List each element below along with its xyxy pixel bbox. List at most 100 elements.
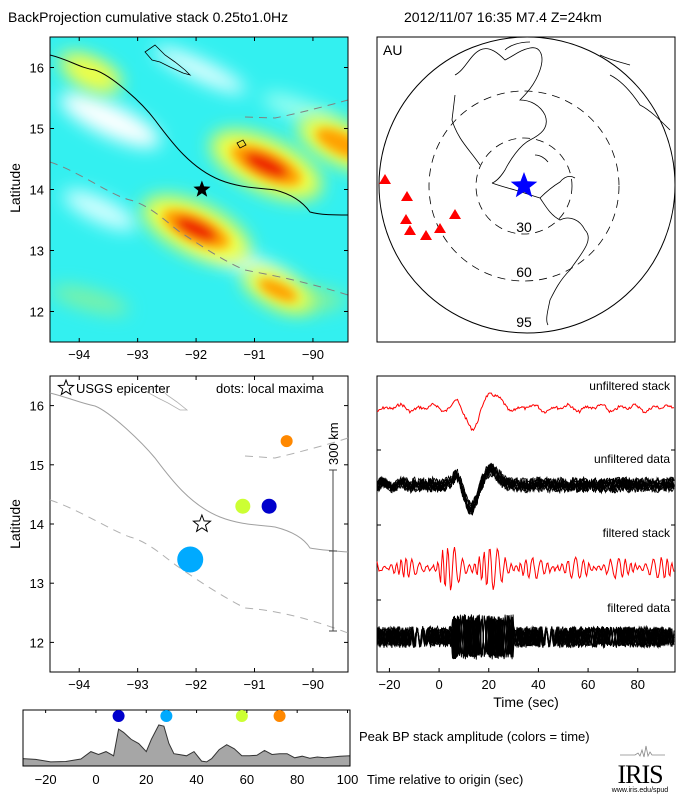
heatmap-axes: −94 −93 −92 −91 −90 12 13 14 15 16	[30, 37, 348, 362]
border-line	[244, 99, 348, 119]
island-outline	[236, 139, 247, 149]
heatmap-hotspots	[63, 55, 348, 313]
station-triangle-icon	[401, 191, 413, 201]
global-map-panel	[376, 36, 676, 343]
local-maximum-dot	[177, 546, 204, 573]
hotspot-core	[162, 209, 230, 249]
waveform-traces	[376, 392, 675, 660]
globe-epicenter-star-icon	[510, 172, 538, 198]
x-tick-label: −92	[185, 347, 207, 362]
x-tick-label: 80	[290, 772, 304, 787]
local-maxima-dots	[177, 435, 293, 573]
local-maxima-axes: −94 −93 −92 −91 −90 12 13 14 15 16	[30, 376, 348, 692]
station-triangle-icon	[379, 174, 391, 184]
ring-label: 95	[516, 314, 532, 330]
trench-line	[50, 161, 348, 296]
x-tick-label: −90	[302, 347, 324, 362]
hotspot-core	[315, 128, 348, 160]
x-tick-label: 40	[531, 677, 545, 692]
local-maximum-dot	[280, 435, 293, 448]
local-maximum-dot	[261, 498, 277, 514]
y-tick-label: 16	[30, 61, 44, 76]
latitude-label-top: Latitude	[6, 163, 23, 213]
trace-label: filtered stack	[603, 526, 671, 540]
seismogram-icon	[620, 745, 665, 758]
waveform-panel: unfiltered stack unfiltered data filtered …	[376, 375, 676, 692]
lake-outline-gray	[146, 384, 189, 411]
y-tick-label: 12	[30, 635, 44, 650]
trace-label: unfiltered data	[594, 452, 670, 466]
x-tick-label: −91	[243, 347, 265, 362]
x-tick-label: −94	[68, 677, 90, 692]
trace-line	[376, 615, 674, 660]
trace-label: filtered data	[607, 601, 670, 615]
amplitude-axes: −20 0 20 40 60 80 100	[35, 710, 359, 787]
x-tick-label: 40	[189, 772, 203, 787]
y-tick-label: 15	[30, 458, 44, 473]
x-tick-label: 20	[139, 772, 153, 787]
scale-bar-label: 300 km	[326, 422, 341, 465]
local-maxima-panel: −94 −93 −92 −91 −90 12 13 14 15 16 USGS epicenter…	[30, 375, 349, 692]
local-maximum-dot	[235, 498, 251, 514]
station-triangle-icon	[434, 223, 446, 233]
hotspot-peak	[175, 216, 218, 242]
lake-outline	[144, 44, 192, 76]
ring-labels: 30 60 95	[516, 219, 532, 330]
x-tick-label: −92	[185, 677, 207, 692]
continent-outlines	[451, 41, 671, 326]
legend-dots-label: dots: local maxima	[216, 381, 324, 396]
ring-label: 60	[516, 264, 532, 280]
y-tick-label: 14	[30, 517, 44, 532]
globe-label: AU	[383, 42, 402, 58]
x-tick-label: −20	[378, 677, 400, 692]
border-line-gray	[244, 437, 349, 459]
usgs-epicenter-star-icon	[192, 513, 212, 533]
trace-line	[376, 547, 675, 591]
x-tick-label: 60	[240, 772, 254, 787]
epicenter-star-outline	[192, 513, 212, 533]
x-tick-label: −93	[127, 347, 149, 362]
coastline-gray	[49, 392, 349, 553]
globe-outline	[378, 37, 675, 334]
time-marker-dot	[160, 710, 173, 722]
trace-labels: unfiltered stack unfiltered data filtered …	[589, 379, 671, 615]
y-tick-label: 14	[30, 183, 44, 198]
latitude-label-bottom: Latitude	[6, 499, 23, 549]
amplitude-panel: −20 0 20 40 60 80 100	[22, 709, 359, 787]
hotspot-peak	[244, 152, 289, 179]
time-marker-dot	[273, 710, 286, 722]
time-marker-dot	[112, 710, 125, 722]
scale-bar	[329, 469, 337, 632]
iris-logo[interactable]: IRIS www.iris.edu/spud	[600, 744, 680, 795]
legend-star-icon	[57, 378, 75, 396]
x-tick-label: −93	[127, 677, 149, 692]
x-tick-label: −91	[243, 677, 265, 692]
hotspot-mid	[258, 278, 298, 302]
trace-line	[376, 463, 675, 515]
trace-line	[376, 392, 674, 432]
amplitude-xlabel: Time relative to origin (sec)	[367, 772, 523, 787]
legend-epicenter-label: USGS epicenter	[76, 381, 171, 396]
hotspot-core	[231, 144, 302, 186]
station-triangle-icon	[420, 230, 432, 240]
y-tick-label: 13	[30, 576, 44, 591]
waveform-axes: −20 0 20 40 60 80	[377, 449, 675, 692]
hotspot-core	[258, 278, 298, 302]
waveform-xlabel: Time (sec)	[493, 694, 559, 710]
iris-logo-url[interactable]: www.iris.edu/spud	[611, 787, 669, 794]
x-tick-label: −90	[302, 677, 324, 692]
event-info: 2012/11/07 16:35 M7.4 Z=24km	[404, 9, 602, 25]
time-marker-dot	[235, 710, 248, 722]
trace-label: unfiltered stack	[589, 379, 671, 393]
heatmap-panel: −94 −93 −92 −91 −90 12 13 14 15 16	[30, 36, 349, 362]
iris-logo-text: IRIS	[617, 760, 663, 789]
x-tick-label: −20	[35, 772, 57, 787]
legend-star	[57, 378, 75, 396]
station-triangle-icon	[449, 209, 461, 219]
x-tick-label: 100	[337, 772, 359, 787]
x-tick-label: −94	[68, 347, 90, 362]
amplitude-label: Peak BP stack amplitude (colors = time)	[359, 729, 590, 744]
coastline	[50, 54, 348, 216]
epicenter-star	[193, 180, 211, 197]
